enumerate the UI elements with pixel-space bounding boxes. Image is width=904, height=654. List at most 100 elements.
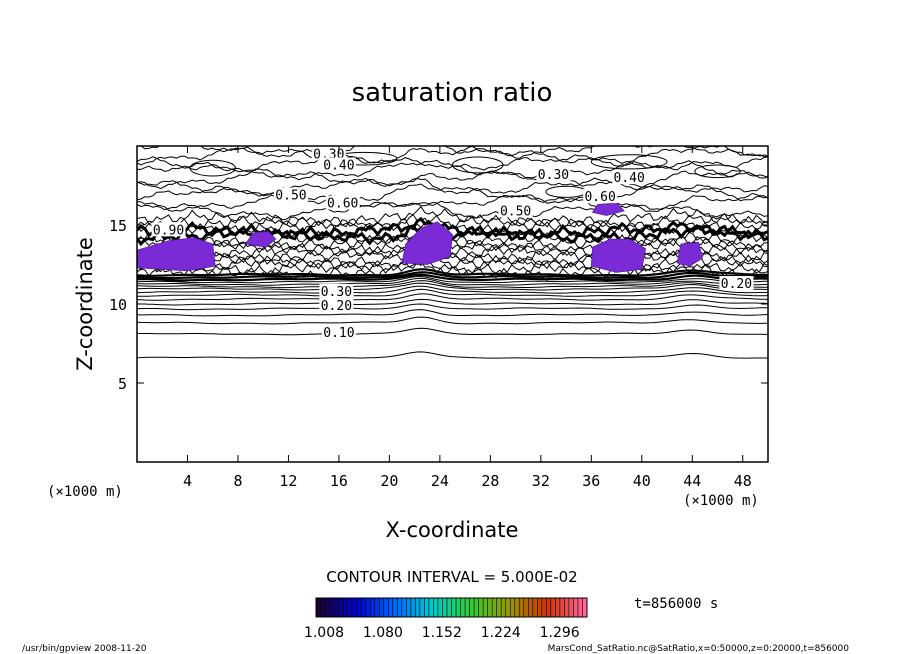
colorbar-cell [397, 598, 403, 617]
contour-line [137, 205, 768, 228]
contour-line [137, 293, 768, 301]
contour-label-bg [536, 167, 571, 182]
colorbar-cell [343, 598, 349, 617]
contour-label: 0.90 [153, 223, 184, 238]
x-unit-right: (×1000 m) [683, 493, 759, 509]
y-axis-ticks: 5 10 15 [109, 217, 768, 393]
supersaturated-region [591, 202, 625, 216]
contour-line [137, 285, 768, 294]
contour-loop [694, 164, 741, 179]
colorbar-cell [555, 598, 561, 617]
contour-label-bg [319, 283, 354, 298]
supersaturated-region [401, 221, 453, 265]
colorbar-cell [379, 598, 385, 617]
contour-line [137, 303, 768, 311]
contour-line [137, 241, 768, 260]
contour-interval: CONTOUR INTERVAL = 5.000E-02 [326, 568, 577, 586]
colorbar-frame [315, 597, 588, 618]
contour-line [137, 276, 768, 284]
colorbar-cell [415, 598, 421, 617]
x-tick-label: 24 [431, 472, 449, 490]
contour-line [137, 288, 768, 297]
footer-left: /usr/bin/gpview 2008-11-20 [22, 644, 147, 654]
colorbar-cell [541, 598, 547, 617]
x-tick-label: 28 [481, 472, 499, 490]
contour-line [137, 177, 768, 197]
contour-line [137, 277, 768, 286]
x-axis-label: X-coordinate [386, 518, 519, 542]
colorbar-tick-label: 1.296 [540, 625, 580, 641]
contour-loop [590, 154, 668, 170]
x-tick-label: 44 [683, 472, 701, 490]
x-axis-ticks: 4 8 12 16 20 24 28 32 36 40 44 48 [183, 146, 752, 490]
contour-line [137, 236, 768, 257]
contour-label-bg [719, 276, 754, 291]
supersaturated-region [676, 241, 703, 267]
colorbar-tick-labels: 1.008 1.080 1.152 1.224 1.296 [304, 625, 580, 641]
supersaturated-region [244, 230, 277, 248]
colorbar-cell [469, 598, 475, 617]
colorbar-cell [419, 598, 425, 617]
y-tick-label: 15 [109, 217, 127, 235]
contour-label-bg [311, 146, 346, 161]
colorbar-cell [487, 598, 493, 617]
colorbar-cell [577, 598, 583, 617]
contour-label: 0.40 [614, 171, 645, 186]
contour-line [137, 282, 768, 291]
supersaturated-regions [137, 202, 703, 273]
colorbar-cell [456, 598, 462, 617]
x-tick-label: 48 [734, 472, 752, 490]
colorbar-cell [537, 598, 543, 617]
x-tick-label: 4 [183, 472, 192, 490]
contour-line [137, 192, 768, 212]
contour-line [137, 351, 768, 359]
x-tick-label: 36 [582, 472, 600, 490]
x-tick-label: 12 [279, 472, 297, 490]
colorbar-cell [334, 598, 340, 617]
colorbar-cell [532, 598, 538, 617]
colorbar-cell [433, 598, 439, 617]
colorbar-cell [546, 598, 552, 617]
contour-loop [452, 156, 504, 174]
contour-label-bg [321, 325, 356, 340]
contour-line [137, 154, 768, 172]
colorbar-cell [528, 598, 534, 617]
colorbar-cell [496, 598, 502, 617]
colorbar [315, 597, 588, 618]
colorbar-cell [550, 598, 556, 617]
colorbar-cell [483, 598, 489, 617]
x-tick-label: 40 [633, 472, 651, 490]
colorbar-cell [460, 598, 466, 617]
contour-label: 0.60 [327, 196, 358, 211]
chart-title: saturation ratio [352, 78, 553, 108]
colorbar-cell [352, 598, 358, 617]
colorbar-cell [519, 598, 525, 617]
colorbar-cell [564, 598, 570, 617]
colorbar-cell [446, 598, 452, 617]
contour-label-bg [319, 298, 354, 313]
colorbar-cell [492, 598, 498, 617]
y-axis-label: Z-coordinate [73, 237, 97, 371]
colorbar-tick-label: 1.224 [481, 625, 521, 641]
colorbar-cell [451, 598, 457, 617]
colorbar-cell [559, 598, 565, 617]
colorbar-cell [465, 598, 471, 617]
contour-line [137, 253, 768, 273]
colorbar-cell [474, 598, 480, 617]
colorbar-tick-label: 1.152 [422, 625, 462, 641]
y-tick-label: 10 [109, 296, 127, 314]
x-tick-label: 20 [380, 472, 398, 490]
supersaturated-region [590, 238, 647, 273]
colorbar-cell [325, 598, 331, 617]
contour-loop [189, 159, 236, 177]
contour-line [137, 316, 768, 325]
colorbar-cell [523, 598, 529, 617]
colorbar-cell [505, 598, 511, 617]
contour-line [137, 271, 768, 280]
contour-label-bg [151, 222, 186, 237]
contour-line [138, 146, 768, 159]
colorbar-tick-label: 1.080 [363, 625, 403, 641]
contour-label: 0.10 [323, 326, 354, 341]
colorbar-cell [388, 598, 394, 617]
